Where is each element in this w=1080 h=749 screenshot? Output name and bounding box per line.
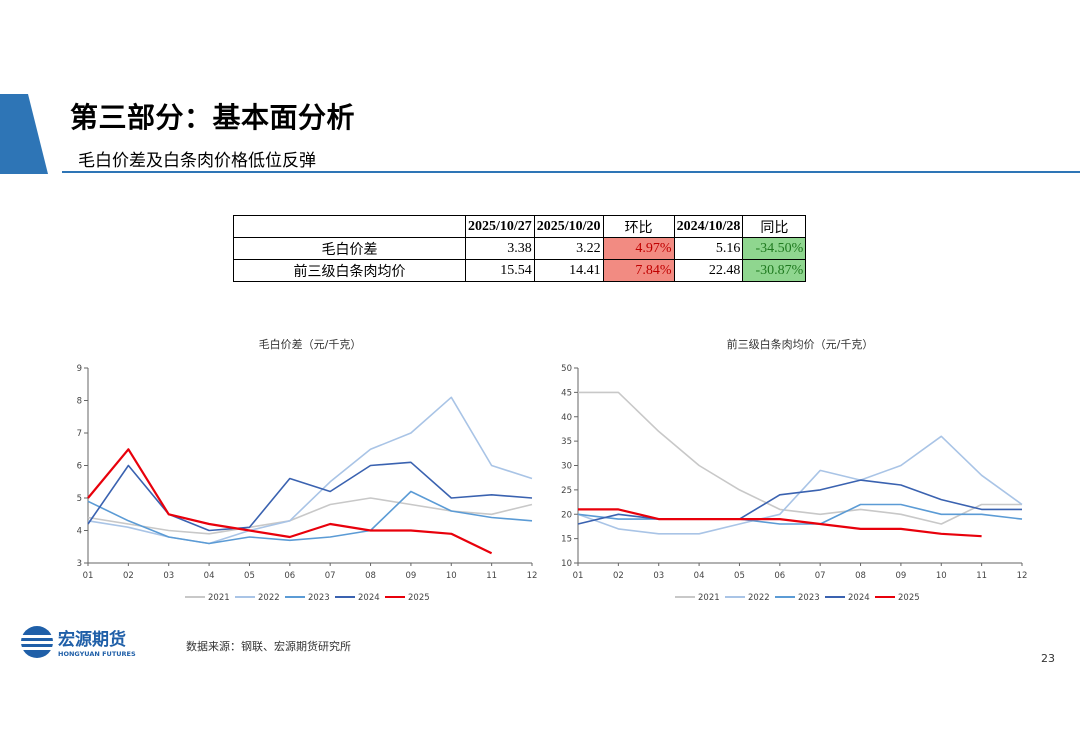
x-tick-label: 01 [83, 571, 94, 581]
series-line-2021 [578, 391, 1022, 525]
series-line-2022 [87, 396, 533, 545]
x-tick-label: 11 [976, 571, 987, 581]
legend-label-2022: 2022 [258, 593, 280, 603]
table-cell: 3.22 [533, 237, 604, 260]
row-label: 毛白价差 [233, 237, 466, 260]
table-cell: 14.41 [533, 259, 604, 282]
series-line-2023 [87, 490, 533, 545]
logo-subtitle: HONGYUAN FUTURES [58, 650, 136, 658]
y-tick-label: 3 [77, 559, 82, 569]
legend-label-2023: 2023 [308, 593, 330, 603]
y-tick-label: 4 [77, 527, 82, 537]
table-cell: 22.48 [673, 259, 744, 282]
row-label: 前三级白条肉均价 [233, 259, 466, 282]
y-tick-label: 15 [561, 535, 572, 545]
header-divider [62, 171, 1080, 173]
x-tick-label: 05 [244, 571, 255, 581]
chart-title: 毛白价差（元/千克） [259, 337, 362, 351]
x-tick-label: 10 [446, 571, 457, 581]
page-subtitle: 毛白价差及白条肉价格低位反弹 [78, 151, 316, 171]
yoy-change-cell: -30.87% [742, 259, 807, 282]
x-tick-label: 12 [527, 571, 538, 581]
y-tick-label: 7 [77, 429, 82, 439]
y-tick-label: 5 [77, 494, 82, 504]
y-tick-label: 30 [561, 462, 572, 472]
legend-label-2023: 2023 [798, 593, 820, 603]
x-tick-label: 03 [163, 571, 174, 581]
table-cell: 5.16 [673, 237, 744, 260]
table-header-cell [233, 215, 466, 238]
y-tick-label: 35 [561, 437, 572, 447]
y-tick-label: 25 [561, 486, 572, 496]
series-line-2025 [87, 448, 493, 555]
table-cell: 15.54 [465, 259, 535, 282]
y-tick-label: 8 [77, 397, 82, 407]
x-tick-label: 12 [1017, 571, 1028, 581]
comparison-table: 2025/10/27 2025/10/20 环比 2024/10/28 同比 毛… [233, 215, 807, 282]
mom-change-cell: 7.84% [602, 259, 675, 282]
y-tick-label: 9 [77, 364, 82, 374]
x-tick-label: 04 [694, 571, 705, 581]
legend-label-2022: 2022 [748, 593, 770, 603]
corner-accent-bar [0, 94, 48, 174]
chart-title: 前三级白条肉均价（元/千克） [727, 337, 874, 351]
table-row: 毛白价差 3.38 3.22 4.97% 5.16 -34.50% [233, 237, 807, 260]
data-source-note: 数据来源：钢联、宏源期货研究所 [186, 640, 351, 653]
table-header-cell: 同比 [742, 215, 807, 238]
x-tick-label: 02 [613, 571, 624, 581]
table-header-cell: 2024/10/28 [673, 215, 744, 238]
x-tick-label: 07 [325, 571, 336, 581]
series-line-2025 [578, 508, 982, 538]
y-tick-label: 50 [561, 364, 572, 374]
x-tick-label: 01 [573, 571, 584, 581]
x-tick-label: 11 [486, 571, 497, 581]
x-tick-label: 06 [284, 571, 295, 581]
legend-label-2024: 2024 [848, 593, 870, 603]
logo-name: 宏源期货 [58, 629, 126, 650]
legend-label-2024: 2024 [358, 593, 380, 603]
y-tick-label: 45 [561, 388, 572, 398]
x-tick-label: 05 [734, 571, 745, 581]
x-tick-label: 08 [855, 571, 866, 581]
series-line-2021 [87, 497, 533, 535]
x-tick-label: 06 [774, 571, 785, 581]
page-number: 23 [1041, 652, 1055, 665]
page-title: 第三部分：基本面分析 [70, 101, 356, 134]
y-tick-label: 20 [561, 510, 572, 520]
x-tick-label: 09 [405, 571, 416, 581]
y-tick-label: 10 [561, 559, 572, 569]
y-tick-label: 6 [77, 462, 82, 472]
table-header-row: 2025/10/27 2025/10/20 环比 2024/10/28 同比 [233, 215, 807, 238]
table-row: 前三级白条肉均价 15.54 14.41 7.84% 22.48 -30.87% [233, 259, 807, 282]
table-header-cell: 环比 [602, 215, 675, 238]
spread-line-chart: 毛白价差（元/千克） 3 4 5 6 7 8 9 01 02 03 04 05 06 07 08 09 10 11 1… [77, 337, 538, 603]
x-tick-label: 02 [123, 571, 134, 581]
x-tick-label: 07 [815, 571, 826, 581]
mom-change-cell: 4.97% [602, 237, 675, 260]
x-tick-label: 03 [653, 571, 664, 581]
x-tick-label: 09 [895, 571, 906, 581]
x-tick-label: 10 [936, 571, 947, 581]
yoy-change-cell: -34.50% [742, 237, 807, 260]
x-tick-label: 04 [204, 571, 215, 581]
series-line-2024 [87, 461, 533, 532]
x-tick-label: 08 [365, 571, 376, 581]
table-header-cell: 2025/10/20 [533, 215, 604, 238]
company-logo: 宏源期货 HONGYUAN FUTURES [21, 626, 136, 658]
legend-label-2025: 2025 [408, 593, 430, 603]
table-header-cell: 2025/10/27 [465, 215, 535, 238]
y-tick-label: 40 [561, 413, 572, 423]
table-cell: 3.38 [465, 237, 535, 260]
legend-label-2021: 2021 [208, 593, 230, 603]
legend-label-2025: 2025 [898, 593, 920, 603]
legend-label-2021: 2021 [698, 593, 720, 603]
